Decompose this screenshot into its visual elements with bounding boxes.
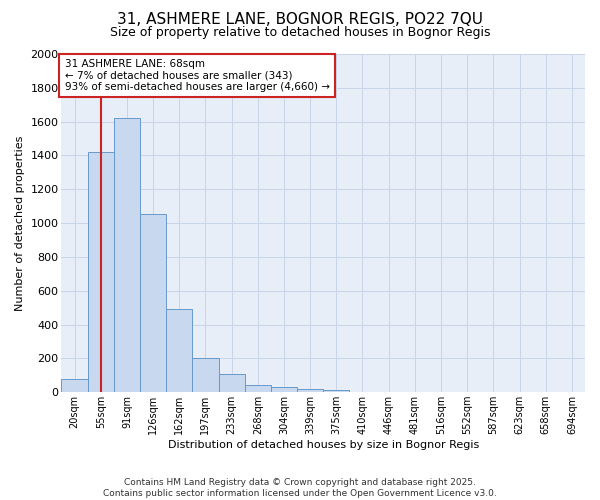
Text: Contains HM Land Registry data © Crown copyright and database right 2025.
Contai: Contains HM Land Registry data © Crown c… [103, 478, 497, 498]
Bar [271, 387, 297, 392]
Bar [218, 374, 245, 392]
Y-axis label: Number of detached properties: Number of detached properties [15, 136, 25, 311]
Text: Size of property relative to detached houses in Bognor Regis: Size of property relative to detached ho… [110, 26, 490, 39]
Bar [323, 390, 349, 392]
Bar [88, 152, 114, 392]
Text: 31 ASHMERE LANE: 68sqm
← 7% of detached houses are smaller (343)
93% of semi-det: 31 ASHMERE LANE: 68sqm ← 7% of detached … [65, 59, 329, 92]
Bar [140, 214, 166, 392]
X-axis label: Distribution of detached houses by size in Bognor Regis: Distribution of detached houses by size … [167, 440, 479, 450]
Bar [245, 386, 271, 392]
Bar [61, 378, 88, 392]
Bar [114, 118, 140, 392]
Bar [297, 389, 323, 392]
Text: 31, ASHMERE LANE, BOGNOR REGIS, PO22 7QU: 31, ASHMERE LANE, BOGNOR REGIS, PO22 7QU [117, 12, 483, 28]
Bar [193, 358, 218, 392]
Bar [166, 310, 193, 392]
